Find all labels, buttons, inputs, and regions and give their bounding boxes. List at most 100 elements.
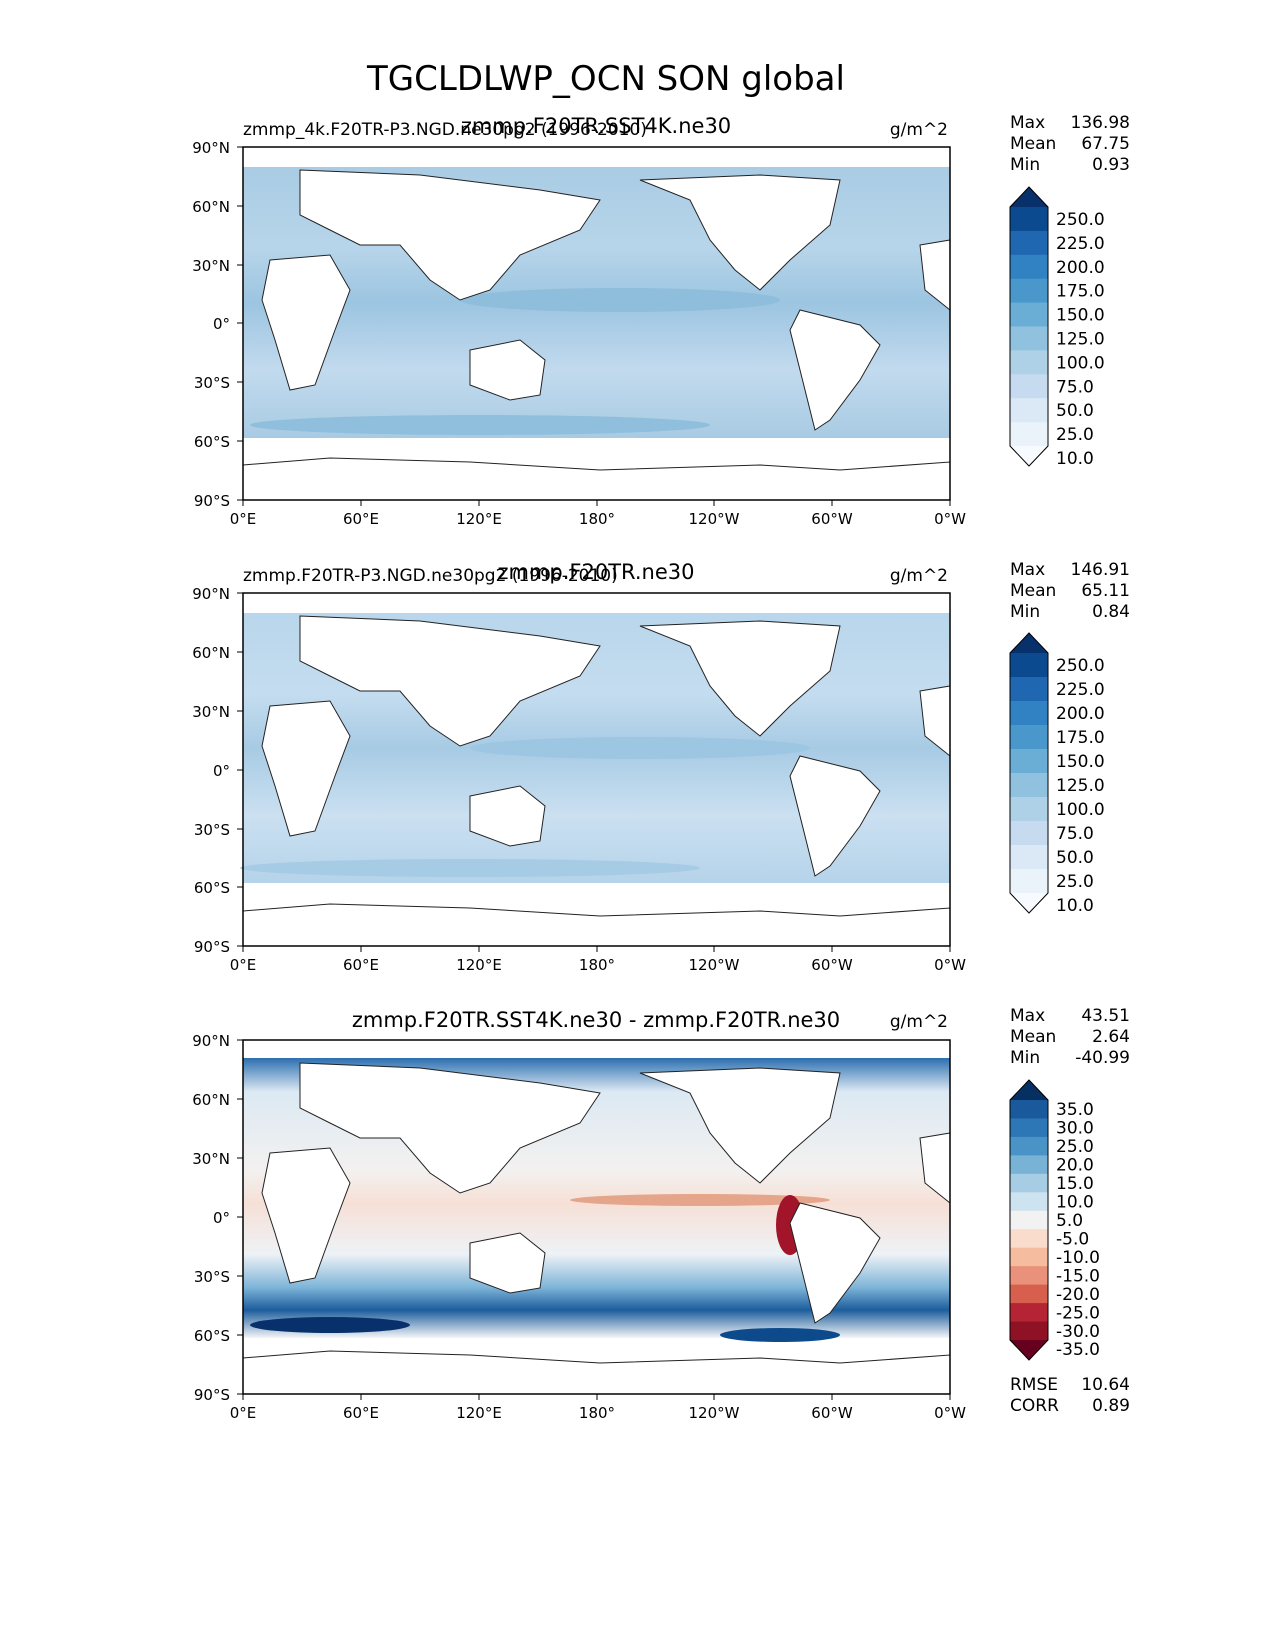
colorbar-tick-label: 5.0 [1056, 1211, 1083, 1231]
colorbar-segment [1010, 207, 1048, 232]
colorbar-tick-label: -20.0 [1056, 1285, 1100, 1305]
colorbar-outline [1009, 632, 1049, 914]
panel-2-itcz-band [470, 737, 810, 759]
panel-3-land [242, 1062, 951, 1395]
panel-1-stat-label: Max [1010, 113, 1045, 133]
panel-2-stat-label: Mean [1010, 581, 1056, 601]
colorbar-segment [1010, 374, 1048, 399]
panel-2-stats: Max 146.91 Mean 65.11 Min 0.84 [1010, 560, 1130, 622]
panel-1-itcz-band [460, 288, 780, 312]
colorbar-segment [1010, 701, 1048, 726]
colorbar-tick-label: -25.0 [1056, 1303, 1100, 1323]
panel-3-lat-tick: 60°N [192, 1091, 230, 1109]
colorbar-segment [1010, 773, 1048, 798]
colorbar-extend-max [1010, 187, 1048, 207]
panel-3-stat-label: Min [1010, 1048, 1040, 1068]
colorbar-segment [1010, 1303, 1048, 1323]
colorbar-tick-label: 200.0 [1056, 704, 1105, 724]
colorbar-extend-max [1010, 1080, 1048, 1100]
colorbar-segment [1010, 653, 1048, 678]
panel-2-stat-value: 65.11 [1081, 581, 1130, 601]
panel-3-lon-tick: 120°E [456, 1404, 502, 1422]
colorbar-tick-label: 50.0 [1056, 848, 1094, 868]
figure-title: TGCLDLWP_OCN SON global [366, 59, 845, 99]
panel-1-stat-label: Min [1010, 155, 1040, 175]
panel-2-lat-tick: 90°S [194, 938, 230, 956]
colorbar-tick-label: -30.0 [1056, 1322, 1100, 1342]
panel-3-lat-tick: 30°N [192, 1150, 230, 1168]
colorbar-segment [1010, 1155, 1048, 1175]
colorbar-segment [1010, 1284, 1048, 1304]
panel-2-lat-ticks: 90°N 60°N 30°N 0° 30°S 60°S 90°S [192, 585, 243, 956]
panel-1-lon-tick: 120°W [689, 510, 740, 528]
panel-1-stat-value: 67.75 [1081, 134, 1130, 154]
colorbar-tick-label: 10.0 [1056, 896, 1094, 916]
colorbar-tick-label: 25.0 [1056, 425, 1094, 445]
panel-3-stat-label: Max [1010, 1006, 1045, 1026]
colorbar-tick-label: 125.0 [1056, 776, 1105, 796]
colorbar-tick-label: 100.0 [1056, 800, 1105, 820]
colorbar-tick-label: 15.0 [1056, 1174, 1094, 1194]
panel-2-stat-value: 146.91 [1071, 560, 1130, 580]
panel-1-lon-tick: 0°W [934, 510, 966, 528]
colorbar-tick-label: 30.0 [1056, 1119, 1094, 1139]
colorbar-segment [1010, 749, 1048, 774]
colorbar-tick-label: 25.0 [1056, 872, 1094, 892]
panel-3-stat-value: -40.99 [1075, 1048, 1130, 1068]
colorbar-tick-label: 250.0 [1056, 210, 1105, 230]
panel-1: zmmp_4k.F20TR-P3.NGD.ne30pg2 (1996-2010)… [192, 113, 1130, 528]
panel-1-lon-tick: 180° [579, 510, 615, 528]
colorbar-tick-label: 225.0 [1056, 234, 1105, 254]
colorbar-segment [1010, 398, 1048, 423]
colorbar-outline [1009, 1079, 1049, 1361]
panel-2-lon-tick: 60°W [811, 956, 853, 974]
colorbar-tick-label: 75.0 [1056, 824, 1094, 844]
panel-3-lon-tick: 180° [579, 1404, 615, 1422]
panel-3-lat-tick: 0° [213, 1209, 230, 1227]
colorbar-segment [1010, 254, 1048, 280]
panel-3-colorbar: 35.030.025.020.015.010.05.0-5.0-10.0-15.… [1009, 1079, 1100, 1361]
colorbar-segment [1010, 1100, 1048, 1119]
panel-2-lat-tick: 90°N [192, 585, 230, 603]
panel-3-lat-tick: 90°S [194, 1386, 230, 1404]
colorbar-tick-label: 25.0 [1056, 1137, 1094, 1157]
colorbar-segment [1010, 302, 1048, 327]
panel-3-lon-tick: 60°W [811, 1404, 853, 1422]
panel-3-lat-tick: 30°S [194, 1268, 230, 1286]
panel-1-center-label: zmmp.F20TR.SST4K.ne30 [461, 114, 731, 138]
panel-2-lon-tick: 0°W [934, 956, 966, 974]
panel-1-units: g/m^2 [890, 120, 948, 140]
colorbar-segment [1010, 1229, 1048, 1249]
panel-3-stat-value: 2.64 [1092, 1027, 1130, 1047]
panel-2-units: g/m^2 [890, 566, 948, 586]
panel-2-colorbar: 250.0 225.0 200.0 175.0 150.0 125.0 100.0 75.0 5… [1009, 632, 1105, 916]
colorbar-tick-label: 50.0 [1056, 401, 1094, 421]
colorbar-segment [1010, 1118, 1048, 1138]
panel-2-lon-tick: 180° [579, 956, 615, 974]
panel-3-stats: Max 43.51 Mean 2.64 Min -40.99 [1010, 1006, 1130, 1068]
colorbar-segment [1010, 1173, 1048, 1193]
colorbar-tick-label: 150.0 [1056, 752, 1105, 772]
panel-3-stat-label: Mean [1010, 1027, 1056, 1047]
colorbar-segment [1010, 797, 1048, 822]
panel-1-colorbar: 250.0 225.0 200.0 175.0 150.0 125.0 100.0 75.0 5… [1009, 186, 1105, 469]
panel-3-lat-tick: 60°S [194, 1327, 230, 1345]
panel-3-center-label: zmmp.F20TR.SST4K.ne30 - zmmp.F20TR.ne30 [352, 1008, 840, 1032]
panel-2-lon-tick: 120°E [456, 956, 502, 974]
colorbar-tick-label: 125.0 [1056, 329, 1105, 349]
panel-1-stat-value: 0.93 [1092, 155, 1130, 175]
colorbar-tick-label: 250.0 [1056, 656, 1105, 676]
colorbar-segment [1010, 677, 1048, 702]
panel-3-extra-stats: RMSE 10.64 CORR 0.89 [1010, 1375, 1130, 1416]
panel-2-lat-tick: 60°N [192, 644, 230, 662]
panel-1-southern-band [250, 415, 710, 435]
colorbar-segment [1010, 1266, 1048, 1286]
colorbar-extend-max [1010, 633, 1048, 653]
colorbar-tick-label: 200.0 [1056, 258, 1105, 278]
panel-3-lat-ticks: 90°N 60°N 30°N 0° 30°S 60°S 90°S [192, 1032, 243, 1404]
panel-3-itcz-dipole [570, 1194, 830, 1206]
colorbar-tick-label: 225.0 [1056, 680, 1105, 700]
panel-3: zmmp.F20TR.SST4K.ne30 - zmmp.F20TR.ne30 … [192, 1006, 1130, 1422]
colorbar-segment [1010, 1210, 1048, 1230]
colorbar-segment [1010, 821, 1048, 846]
